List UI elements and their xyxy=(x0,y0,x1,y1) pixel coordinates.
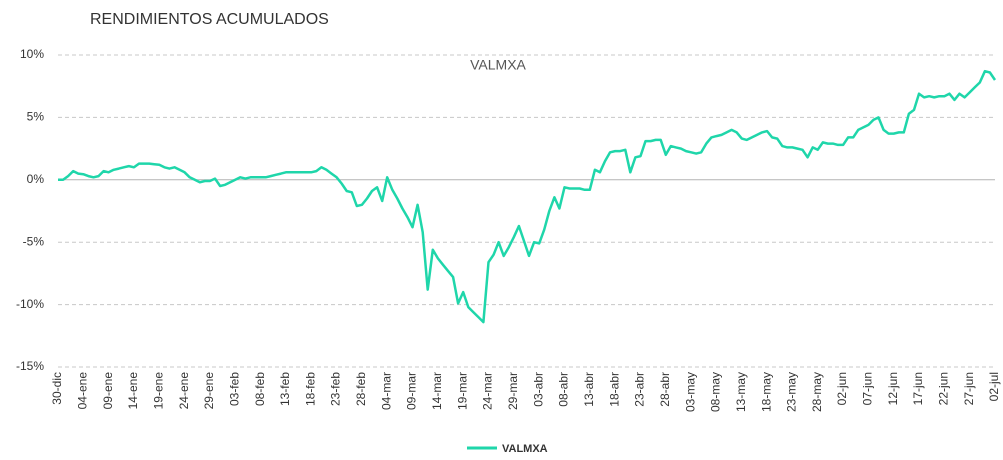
y-tick-label: 10% xyxy=(20,47,44,61)
x-tick-label: 28-may xyxy=(810,372,824,412)
x-tick-label: 30-dic xyxy=(50,372,64,405)
x-tick-label: 04-ene xyxy=(75,372,89,410)
y-tick-label: -5% xyxy=(23,234,45,248)
x-tick-label: 23-may xyxy=(785,372,799,412)
x-tick-label: 08-may xyxy=(709,372,723,412)
x-tick-label: 23-feb xyxy=(329,372,343,406)
x-tick-label: 13-feb xyxy=(278,372,292,406)
annotation: VALMXA xyxy=(470,57,526,73)
x-tick-label: 29-ene xyxy=(202,372,216,410)
x-tick-label: 04-mar xyxy=(379,372,393,410)
legend-label: VALMXA xyxy=(502,443,548,455)
series-line xyxy=(58,69,997,324)
x-tick-label: 13-abr xyxy=(582,372,596,407)
x-tick-label: 19-ene xyxy=(151,372,165,410)
chart-title: RENDIMIENTOS ACUMULADOS xyxy=(90,11,329,28)
x-tick-label: 17-jun xyxy=(911,372,925,405)
x-tick-label: 14-ene xyxy=(126,372,140,410)
x-tick-label: 08-abr xyxy=(557,372,571,407)
x-tick-label: 22-jun xyxy=(937,372,951,405)
x-tick-label: 03-abr xyxy=(531,372,545,407)
x-tick-label: 23-abr xyxy=(633,372,647,407)
x-tick-label: 18-abr xyxy=(607,372,621,407)
x-tick-label: 24-ene xyxy=(177,372,191,410)
x-tick-label: 29-mar xyxy=(506,372,520,410)
y-tick-label: 5% xyxy=(27,110,45,124)
x-tick-label: 09-ene xyxy=(101,372,115,410)
x-tick-label: 27-jun xyxy=(962,372,976,405)
y-tick-label: -15% xyxy=(16,359,44,373)
x-tick-label: 03-may xyxy=(683,372,697,412)
x-tick-label: 07-jun xyxy=(861,372,875,405)
x-tick-label: 13-may xyxy=(734,372,748,412)
x-tick-label: 03-feb xyxy=(227,372,241,406)
y-tick-label: -10% xyxy=(16,297,44,311)
y-tick-label: 0% xyxy=(27,172,45,186)
x-tick-label: 02-jun xyxy=(835,372,849,405)
x-tick-label: 08-feb xyxy=(253,372,267,406)
x-tick-label: 18-feb xyxy=(303,372,317,406)
x-tick-label: 12-jun xyxy=(886,372,900,405)
x-tick-label: 02-jul xyxy=(987,372,1001,401)
x-tick-label: 24-mar xyxy=(481,372,495,410)
x-tick-label: 14-mar xyxy=(430,372,444,410)
x-tick-label: 28-feb xyxy=(354,372,368,406)
x-tick-label: 09-mar xyxy=(405,372,419,410)
x-tick-label: 28-abr xyxy=(658,372,672,407)
x-tick-label: 19-mar xyxy=(455,372,469,410)
x-tick-label: 18-may xyxy=(759,372,773,412)
